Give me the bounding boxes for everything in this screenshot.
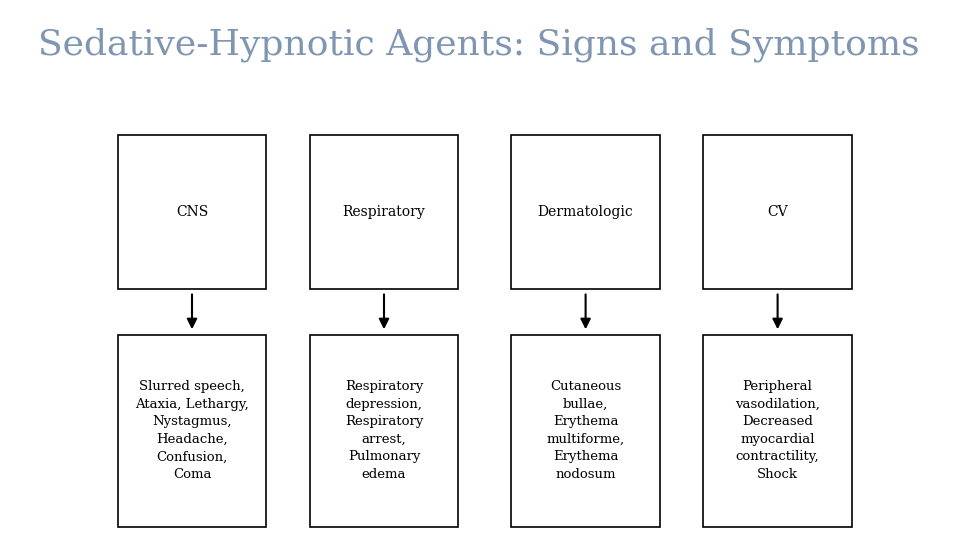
Text: Sedative-Hypnotic Agents: Signs and Symptoms: Sedative-Hypnotic Agents: Signs and Symp…: [38, 27, 920, 62]
Bar: [511, 335, 660, 526]
Bar: [309, 135, 459, 289]
Bar: [118, 135, 267, 289]
Text: CNS: CNS: [176, 205, 208, 219]
Text: Peripheral
vasodilation,
Decreased
myocardial
contractility,
Shock: Peripheral vasodilation, Decreased myoca…: [735, 380, 820, 481]
Text: Respiratory
depression,
Respiratory
arrest,
Pulmonary
edema: Respiratory depression, Respiratory arre…: [345, 380, 423, 481]
Bar: [703, 335, 852, 526]
Text: Cutaneous
bullae,
Erythema
multiforme,
Erythema
nodosum: Cutaneous bullae, Erythema multiforme, E…: [546, 380, 625, 481]
Bar: [118, 335, 267, 526]
Text: Respiratory: Respiratory: [343, 205, 425, 219]
Text: CV: CV: [767, 205, 788, 219]
Bar: [703, 135, 852, 289]
Bar: [309, 335, 459, 526]
Text: Dermatologic: Dermatologic: [538, 205, 634, 219]
Bar: [511, 135, 660, 289]
Text: Slurred speech,
Ataxia, Lethargy,
Nystagmus,
Headache,
Confusion,
Coma: Slurred speech, Ataxia, Lethargy, Nystag…: [135, 380, 249, 481]
